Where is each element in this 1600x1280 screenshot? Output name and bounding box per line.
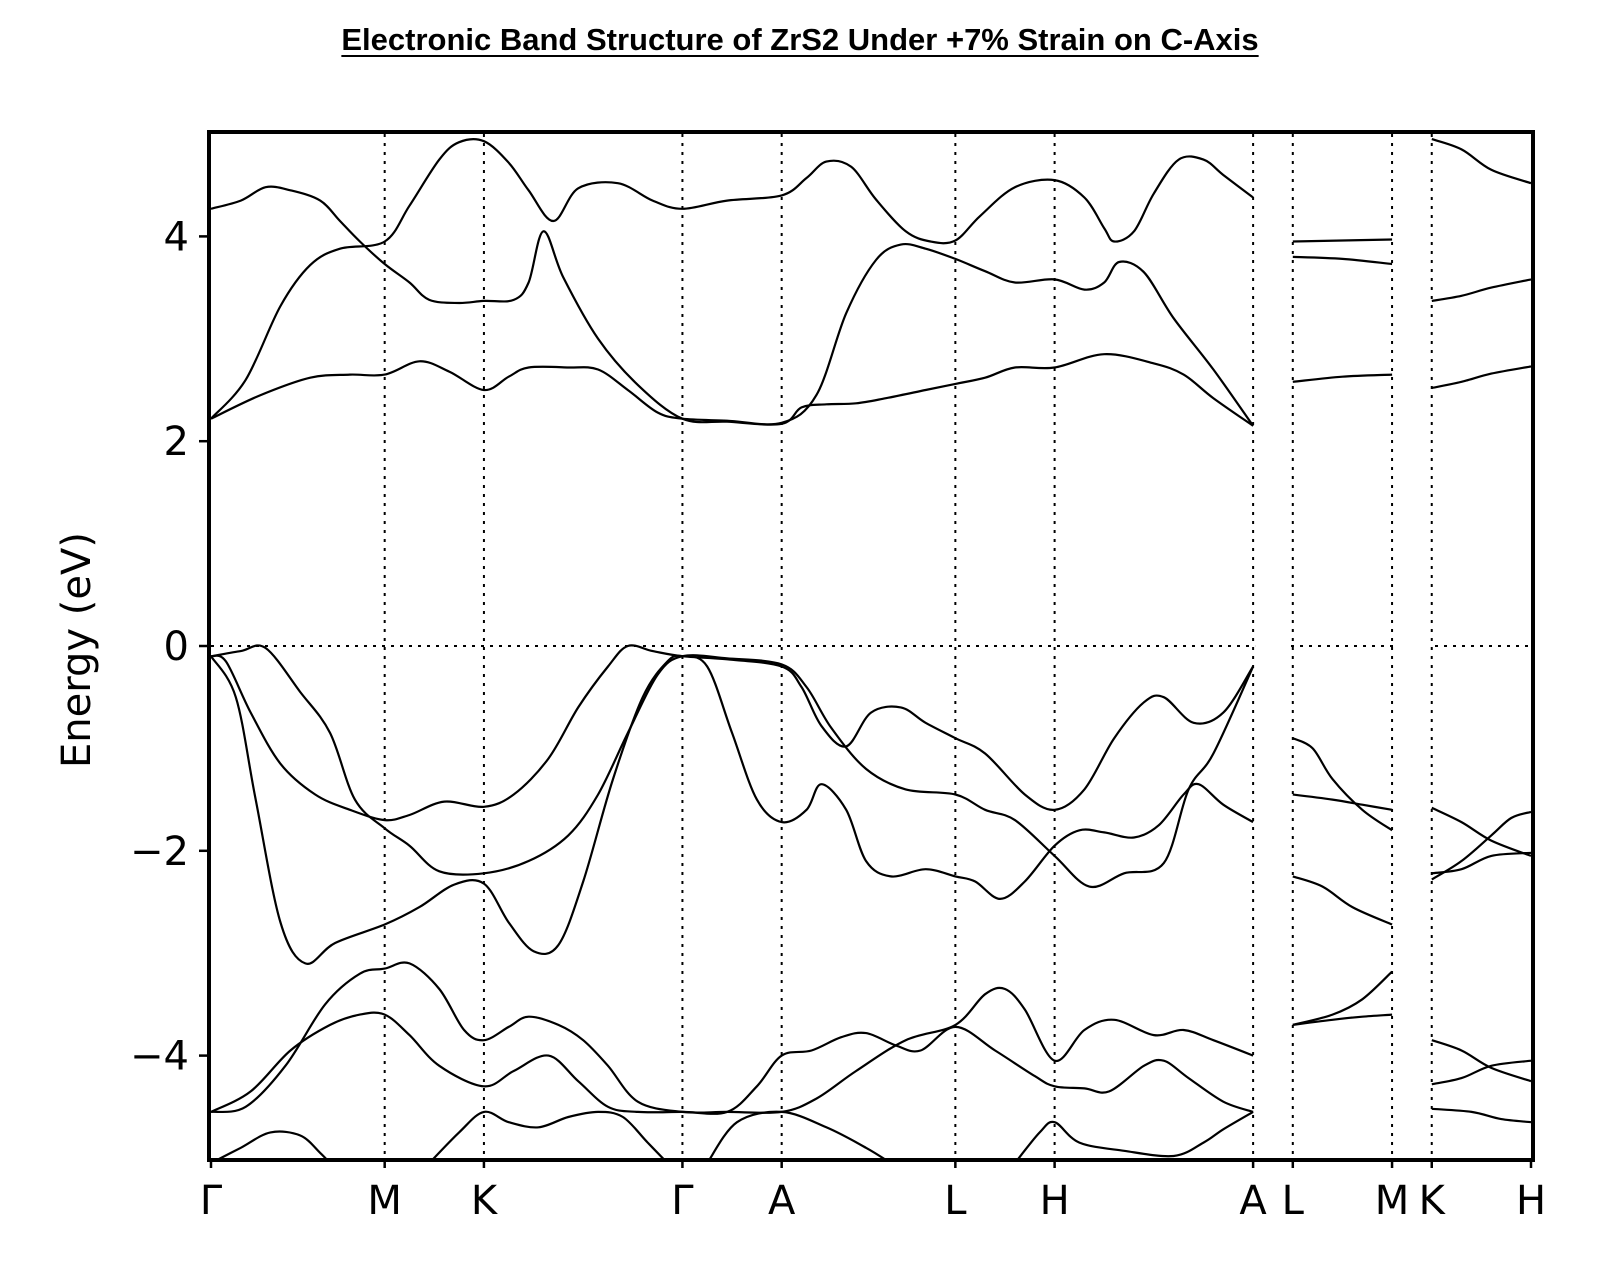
x-tick-label: M [367,1178,402,1224]
band-line [1292,1013,1393,1026]
band-line [210,961,1254,1114]
band-line [210,243,1254,427]
band-line [210,185,1254,427]
band-line [1014,1110,1254,1162]
band-line [210,644,1255,822]
x-tick-label: A [768,1178,796,1224]
band-line [1431,138,1532,185]
band-line [1292,875,1393,926]
band-line [1431,806,1532,857]
y-tick-label: −2 [130,829,189,875]
band-line [1431,278,1532,302]
x-tick-label: H [1040,1178,1070,1224]
band-line [1431,810,1532,881]
y-axis-label: Energy (eV) [54,532,100,768]
x-tick-label: H [1516,1178,1546,1224]
chart-title: Electronic Band Structure of ZrS2 Under … [341,22,1259,57]
x-tick-label: K [471,1178,499,1224]
band-line [1431,1107,1532,1124]
band-line [210,1011,1254,1115]
y-tick-label: −4 [130,1034,189,1080]
band-line [1292,793,1393,811]
segment-gap [1394,133,1430,1159]
band-line [1292,373,1393,383]
grid-layer [211,134,1531,1158]
x-tick-label: M [1375,1178,1410,1224]
band-line [1431,1039,1532,1083]
x-tick-label: K [1419,1178,1447,1224]
band-line [1292,255,1393,266]
y-tick-label: 4 [164,214,189,260]
y-tick-label: 0 [164,624,189,670]
bands-layer [210,138,1532,1162]
band-line [1431,365,1532,390]
x-tick-label: L [944,1178,967,1224]
band-line [1292,238,1393,243]
x-tick-label: A [1239,1178,1267,1224]
x-tick-label: Γ [200,1178,223,1224]
band-line [210,1130,331,1162]
x-tick-label: Γ [671,1178,694,1224]
band-line [1292,737,1393,832]
band-line [706,1110,892,1162]
band-line [210,644,1255,889]
band-line [210,654,1254,965]
x-tick-label: L [1282,1178,1305,1224]
band-line [210,138,1254,420]
segment-gap [1255,133,1291,1159]
band-line [428,1110,668,1162]
segment-gaps [1255,133,1430,1159]
band-line [1292,970,1393,1026]
plot-frame [207,130,1535,1162]
band-line [1431,1059,1532,1086]
y-tick-label: 2 [164,419,189,465]
